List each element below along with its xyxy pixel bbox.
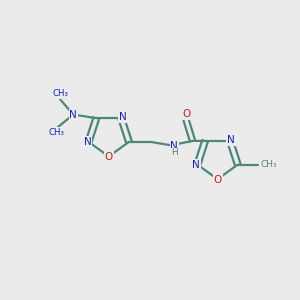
Text: N: N: [118, 112, 126, 122]
Text: N: N: [192, 160, 200, 170]
Text: O: O: [182, 109, 190, 119]
Text: N: N: [70, 110, 77, 120]
Text: CH₃: CH₃: [52, 89, 68, 98]
Text: N: N: [84, 137, 91, 147]
Text: O: O: [213, 175, 222, 185]
Text: O: O: [105, 152, 113, 162]
Text: N: N: [170, 141, 178, 151]
Text: CH₃: CH₃: [49, 128, 64, 137]
Text: N: N: [227, 135, 235, 145]
Text: H: H: [171, 148, 178, 157]
Text: CH₃: CH₃: [260, 160, 277, 169]
